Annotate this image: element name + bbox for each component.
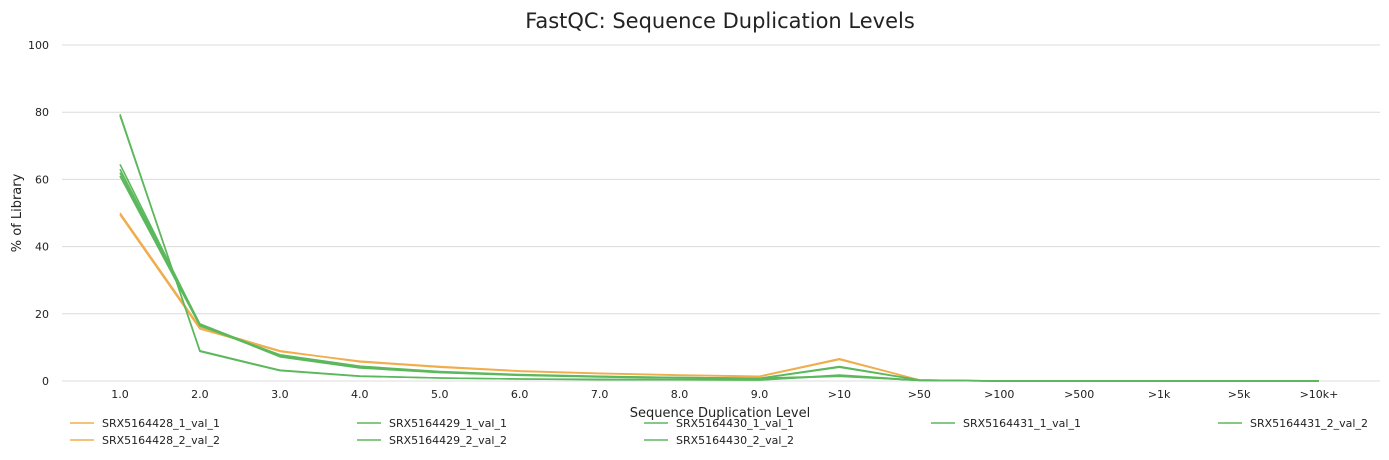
legend-label: SRX5164431_1_val_1 bbox=[963, 417, 1081, 430]
y-tick-label: 20 bbox=[35, 308, 49, 321]
legend-item[interactable]: SRX5164428_2_val_2 bbox=[70, 434, 220, 447]
y-tick-label: 60 bbox=[35, 173, 49, 186]
series-line-SRX5164431_2_val_2 bbox=[119, 168, 1319, 382]
x-tick-label: >10k+ bbox=[1300, 388, 1339, 401]
legend-label: SRX5164428_1_val_1 bbox=[102, 417, 220, 430]
legend-item[interactable]: SRX5164431_2_val_2 bbox=[1218, 417, 1368, 430]
x-tick-label: >1k bbox=[1148, 388, 1171, 401]
legend-label: SRX5164430_1_val_1 bbox=[676, 417, 794, 430]
legend-item[interactable]: SRX5164428_1_val_1 bbox=[70, 417, 220, 430]
x-tick-label: 6.0 bbox=[511, 388, 529, 401]
y-axis-ticks: 0 20 40 60 80 100 bbox=[28, 39, 49, 388]
series-line-SRX5164430_1_val_1 bbox=[119, 172, 1319, 382]
series-line-SRX5164428_2_val_2 bbox=[119, 212, 1319, 382]
legend-item[interactable]: SRX5164430_1_val_1 bbox=[644, 417, 794, 430]
y-tick-label: 100 bbox=[28, 39, 49, 52]
series-line-SRX5164430_2_val_2 bbox=[119, 163, 1319, 382]
gridlines bbox=[62, 44, 1380, 382]
x-tick-label: 3.0 bbox=[271, 388, 289, 401]
chart-title: FastQC: Sequence Duplication Levels bbox=[525, 9, 915, 33]
legend[interactable]: SRX5164428_1_val_1 SRX5164428_2_val_2 SRX5… bbox=[70, 417, 1368, 447]
x-axis-ticks: 1.0 2.0 3.0 4.0 5.0 6.0 7.0 8.0 9.0 >10 >50 >100 >50… bbox=[111, 388, 1338, 401]
legend-item[interactable]: SRX5164430_2_val_2 bbox=[644, 434, 794, 447]
x-tick-label: 9.0 bbox=[751, 388, 769, 401]
x-tick-label: >10 bbox=[828, 388, 851, 401]
legend-item[interactable]: SRX5164431_1_val_1 bbox=[931, 417, 1081, 430]
legend-label: SRX5164431_2_val_2 bbox=[1250, 417, 1368, 430]
x-tick-label: 5.0 bbox=[431, 388, 449, 401]
y-axis-label: % of Library bbox=[10, 173, 25, 252]
y-tick-label: 0 bbox=[42, 375, 49, 388]
legend-item[interactable]: SRX5164429_2_val_2 bbox=[357, 434, 507, 447]
x-tick-label: 7.0 bbox=[591, 388, 609, 401]
series-line-SRX5164429_1_val_1 bbox=[119, 115, 1319, 382]
x-tick-label: 1.0 bbox=[111, 388, 129, 401]
legend-label: SRX5164428_2_val_2 bbox=[102, 434, 220, 447]
series-line-SRX5164429_2_val_2 bbox=[119, 113, 1319, 382]
series-lines bbox=[119, 113, 1319, 382]
legend-label: SRX5164429_1_val_1 bbox=[389, 417, 507, 430]
x-axis-label: Sequence Duplication Level bbox=[630, 406, 810, 421]
series-line-SRX5164428_1_val_1 bbox=[119, 214, 1319, 382]
x-tick-label: >100 bbox=[984, 388, 1014, 401]
legend-label: SRX5164430_2_val_2 bbox=[676, 434, 794, 447]
x-tick-label: >5k bbox=[1228, 388, 1251, 401]
x-tick-label: >50 bbox=[908, 388, 931, 401]
x-tick-label: >500 bbox=[1064, 388, 1094, 401]
y-tick-label: 80 bbox=[35, 106, 49, 119]
x-tick-label: 2.0 bbox=[191, 388, 209, 401]
x-tick-label: 8.0 bbox=[671, 388, 689, 401]
y-tick-label: 40 bbox=[35, 241, 49, 254]
legend-item[interactable]: SRX5164429_1_val_1 bbox=[357, 417, 507, 430]
series-line-SRX5164431_1_val_1 bbox=[119, 175, 1319, 382]
legend-label: SRX5164429_2_val_2 bbox=[389, 434, 507, 447]
x-tick-label: 4.0 bbox=[351, 388, 369, 401]
